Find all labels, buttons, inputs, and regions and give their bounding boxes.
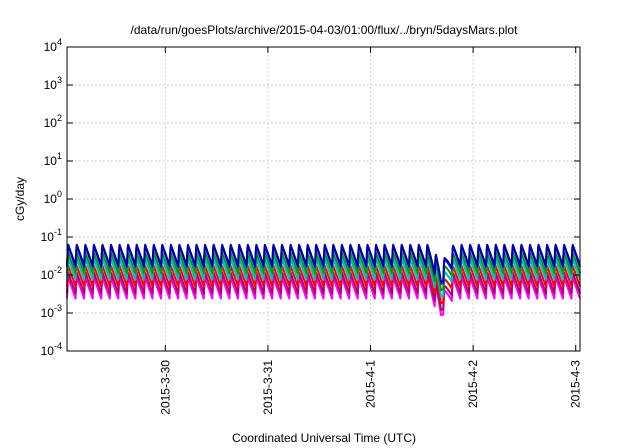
series-line-5	[66, 245, 581, 285]
x-axis-label: Coordinated Universal Time (UTC)	[232, 431, 416, 445]
series-line-2	[66, 265, 581, 305]
x-tick-label: 2015-4-3	[569, 360, 583, 408]
y-tick-label: 10-1	[41, 227, 62, 244]
chart-title: /data/run/goesPlots/archive/2015-04-03/0…	[131, 23, 519, 37]
y-tick-label: 10-2	[41, 265, 62, 282]
series-line-4	[66, 251, 581, 292]
x-tick-label: 2015-4-2	[466, 360, 480, 408]
x-tick-label: 2015-3-31	[261, 360, 275, 415]
series-line-6	[66, 243, 581, 284]
y-tick-label: 102	[44, 113, 62, 130]
series-layer	[66, 243, 581, 317]
y-axis-label: cGy/day	[13, 177, 27, 221]
series-line-3	[66, 257, 581, 298]
y-tick-label: 101	[44, 151, 62, 168]
grid	[67, 47, 580, 351]
y-tick-label: 10-4	[41, 341, 62, 358]
y-tick-label: 103	[44, 75, 62, 92]
y-tick-label: 104	[44, 37, 62, 54]
x-tick-label: 2015-3-30	[158, 360, 172, 415]
x-tick-label: 2015-4-1	[364, 360, 378, 408]
axes: 10-4 10-3 10-2 10-1 100 101 102 103 104 2015-3-30…	[41, 37, 583, 415]
y-tick-label: 100	[44, 189, 62, 206]
series-line-0	[66, 276, 581, 317]
y-tick-label: 10-3	[41, 303, 62, 320]
series-line-1	[66, 271, 581, 312]
